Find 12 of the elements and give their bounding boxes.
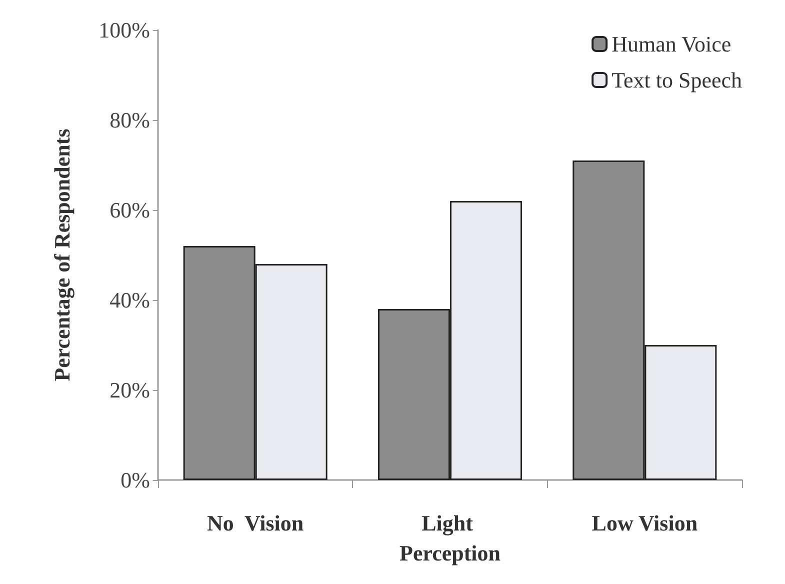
legend-label: Text to Speech bbox=[612, 68, 742, 92]
x-tick-label: Light Perception bbox=[399, 510, 501, 566]
y-tick-label: 0% bbox=[120, 468, 150, 492]
y-tick-label: 40% bbox=[110, 288, 150, 312]
y-tick-label: 80% bbox=[110, 108, 150, 132]
x-tick-label: Low Vision bbox=[592, 510, 698, 536]
y-tick-label: 20% bbox=[110, 378, 150, 402]
legend-label: Human Voice bbox=[612, 32, 732, 56]
y-tick-label: 100% bbox=[98, 18, 150, 42]
y-axis-title: Percentage of Respondents bbox=[50, 128, 74, 382]
y-tick-label: 60% bbox=[110, 198, 150, 222]
x-tick-label: No Vision bbox=[207, 510, 304, 536]
